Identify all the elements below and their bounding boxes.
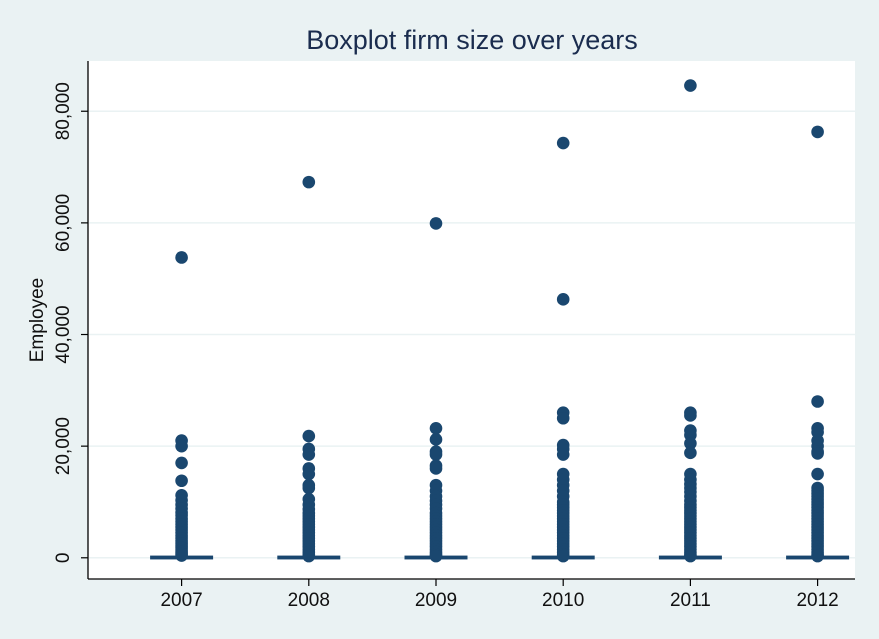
outlier-point [811,447,824,460]
outlier-point [302,429,316,443]
y-tick-label: 20,000 [53,417,74,475]
outlier-point [302,481,316,495]
outlier-point [175,474,188,488]
chart-title: Boxplot firm size over years [306,25,638,55]
x-tick-label: 2012 [796,590,838,611]
outlier-point [811,549,824,563]
y-tick-label: 80,000 [53,82,74,140]
outlier-point [556,448,570,461]
outlier-point [429,217,443,230]
outlier-point [175,456,188,470]
outlier-point [429,421,443,435]
x-tick-label: 2011 [670,590,711,611]
outlier-point [684,446,697,460]
data-marks [150,79,850,563]
y-tick-label: 40,000 [53,305,74,363]
outlier-point [811,467,824,481]
x-tick-label: 2008 [288,590,330,611]
outlier-point [684,79,697,92]
outlier-point [429,462,443,475]
y-tick-label: 60,000 [53,194,74,252]
axis-ticks: 0 20,000 40,000 60,000 80,000 2007 2008 2009 201… [53,82,839,611]
x-tick-label: 2007 [160,590,202,611]
y-tick-label: 0 [53,552,74,563]
outlier-point [811,395,824,408]
outlier-point [175,251,188,264]
outlier-point [811,125,824,139]
x-tick-label: 2010 [542,590,584,611]
outlier-point [556,136,570,150]
grid-lines [89,110,855,559]
plot-area [88,61,855,579]
x-tick-label: 2009 [415,590,457,611]
outlier-point [302,467,316,481]
outlier-point [556,411,570,425]
y-axis-label: Employee [27,278,48,363]
outlier-point [429,549,443,563]
outlier-point [556,549,570,563]
outlier-point [175,549,188,562]
outlier-point [302,175,316,189]
outlier-point [684,549,697,563]
outlier-point [302,448,316,461]
outlier-point [302,549,316,563]
outlier-point [684,437,697,450]
outlier-point [175,439,188,453]
outlier-point [429,448,443,461]
outlier-point [556,293,570,306]
outlier-point [429,433,443,446]
outlier-point [684,409,697,422]
